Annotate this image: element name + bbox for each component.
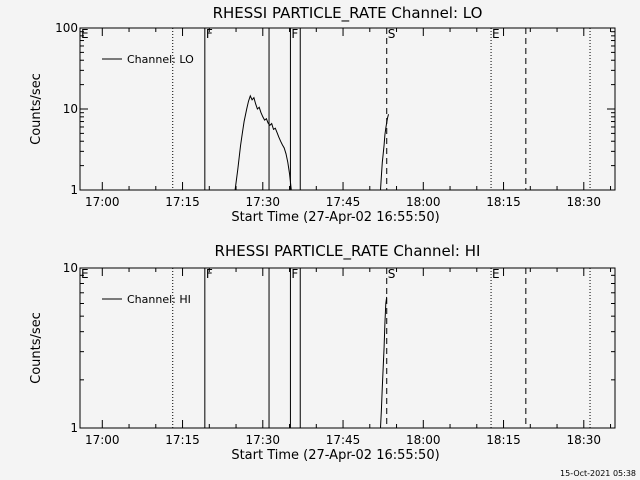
y-axis-label: Counts/sec bbox=[29, 312, 44, 384]
x-tick-label: 18:30 bbox=[566, 195, 601, 209]
legend-label: Channel: LO bbox=[127, 53, 194, 66]
chart-panel-hi: RHESSI PARTICLE_RATE Channel: HI E F F S E 1 10… bbox=[29, 242, 616, 463]
series-line bbox=[234, 94, 292, 191]
event-marker-label: F bbox=[206, 27, 213, 41]
x-tick-label: 18:15 bbox=[486, 433, 521, 447]
x-tick-label: 18:00 bbox=[406, 433, 441, 447]
chart-title: RHESSI PARTICLE_RATE Channel: HI bbox=[215, 242, 481, 261]
event-marker-label: E bbox=[492, 27, 500, 41]
chart-title: RHESSI PARTICLE_RATE Channel: LO bbox=[213, 4, 483, 23]
x-tick-label: 17:30 bbox=[245, 433, 280, 447]
y-tick-label: 1 bbox=[70, 421, 78, 435]
event-marker-label: F bbox=[206, 267, 213, 281]
event-marker-label: E bbox=[492, 267, 500, 281]
series-line bbox=[380, 296, 388, 429]
y-tick-label: 10 bbox=[63, 102, 78, 116]
x-tick-label: 17:15 bbox=[165, 433, 200, 447]
x-tick-label: 18:00 bbox=[406, 195, 441, 209]
event-marker-label: S bbox=[388, 267, 396, 281]
x-tick-label: 17:45 bbox=[326, 195, 361, 209]
series-line bbox=[380, 114, 389, 191]
x-tick-label: 18:30 bbox=[566, 433, 601, 447]
event-marker-label: S bbox=[388, 27, 396, 41]
event-marker-label: E bbox=[81, 27, 89, 41]
x-tick-label: 17:00 bbox=[85, 195, 120, 209]
y-axis-label: Counts/sec bbox=[29, 73, 44, 145]
x-tick-label: 18:15 bbox=[486, 195, 521, 209]
x-tick-label: 17:15 bbox=[165, 195, 200, 209]
x-tick-label: 17:30 bbox=[245, 195, 280, 209]
footer-timestamp: 15-Oct-2021 05:38 bbox=[560, 469, 636, 478]
event-marker-label: E bbox=[81, 267, 89, 281]
x-axis-label: Start Time (27-Apr-02 16:55:50) bbox=[231, 448, 439, 463]
x-tick-label: 17:45 bbox=[326, 433, 361, 447]
legend-label: Channel: HI bbox=[127, 293, 191, 306]
y-tick-label: 100 bbox=[55, 21, 78, 35]
x-tick-label: 17:00 bbox=[85, 433, 120, 447]
event-marker-label: F bbox=[291, 267, 298, 281]
event-marker-label: F bbox=[291, 27, 298, 41]
chart-panel-lo: RHESSI PARTICLE_RATE Channel: LO E F F S E 1 10… bbox=[29, 4, 616, 225]
plot-frame bbox=[79, 267, 616, 429]
x-axis-label: Start Time (27-Apr-02 16:55:50) bbox=[231, 210, 439, 225]
y-tick-label: 1 bbox=[70, 183, 78, 197]
y-tick-label: 10 bbox=[63, 261, 78, 275]
